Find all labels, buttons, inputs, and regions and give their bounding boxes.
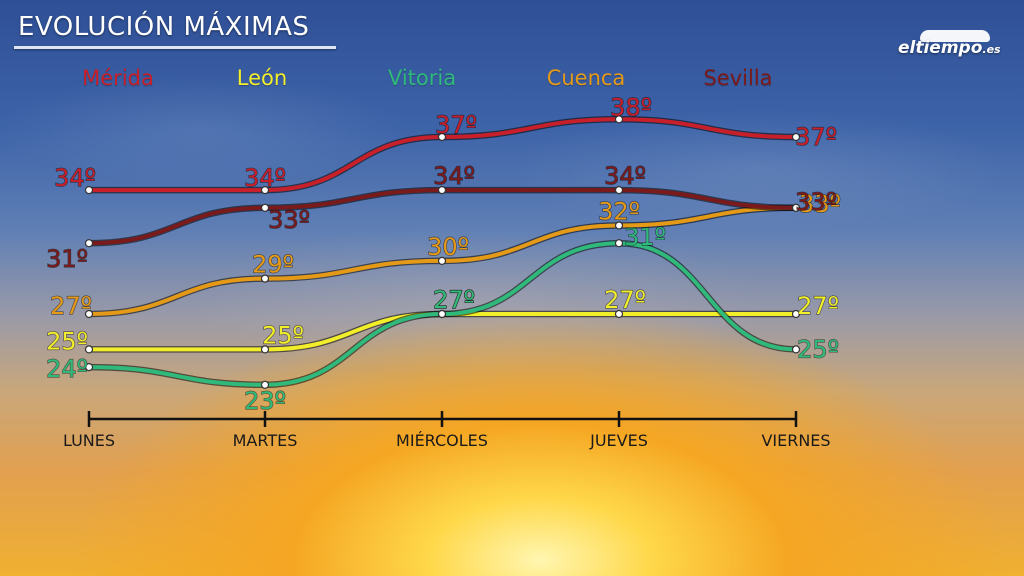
data-label: 33º bbox=[795, 188, 837, 216]
legend-item-cuenca: Cuenca bbox=[546, 66, 626, 90]
data-label: 27º bbox=[797, 292, 839, 320]
data-label: 34º bbox=[433, 162, 475, 190]
x-axis: LUNES MARTES MIÉRCOLES JUEVES VIERNES bbox=[63, 411, 831, 450]
series-line bbox=[87, 311, 798, 352]
data-label: 33º bbox=[799, 190, 841, 218]
legend-item-sevilla: Sevilla bbox=[703, 66, 773, 90]
data-point bbox=[437, 309, 447, 319]
x-tick-label: MIÉRCOLES bbox=[396, 431, 488, 450]
data-point bbox=[614, 221, 624, 230]
data-point bbox=[260, 186, 270, 195]
data-point bbox=[614, 115, 624, 124]
data-label: 37º bbox=[795, 123, 837, 151]
logo-suffix: .es bbox=[982, 43, 1001, 56]
data-point bbox=[791, 345, 801, 354]
data-point bbox=[260, 345, 270, 354]
legend-item-merida: Mérida bbox=[82, 66, 154, 90]
page-title: EVOLUCIÓN MÁXIMAS bbox=[18, 12, 310, 42]
data-label: 29º bbox=[252, 251, 294, 279]
data-point bbox=[84, 345, 94, 354]
data-label: 30º bbox=[427, 233, 469, 261]
data-label: 27º bbox=[433, 286, 475, 314]
x-tick-label: MARTES bbox=[233, 431, 298, 450]
data-point bbox=[260, 274, 270, 283]
data-label: 33º bbox=[268, 206, 310, 234]
data-point bbox=[791, 309, 801, 319]
data-label: 25º bbox=[797, 335, 839, 363]
series-cuenca: 27º 29º 30º 32º 33º bbox=[49, 189, 841, 320]
data-point bbox=[260, 380, 270, 389]
series-sevilla: 31º 33º 34º 34º 33º bbox=[45, 162, 837, 274]
legend-item-leon: León bbox=[236, 66, 288, 90]
eltiempo-logo: eltiempo.es bbox=[896, 30, 1012, 64]
data-point bbox=[84, 186, 94, 195]
data-point bbox=[614, 186, 624, 195]
logo-cloud-icon bbox=[920, 30, 990, 42]
data-point bbox=[791, 132, 801, 142]
data-point bbox=[614, 239, 624, 248]
data-label: 34º bbox=[244, 164, 286, 192]
data-point bbox=[437, 256, 447, 265]
series-merida: 34º 34º 37º 38º 37º bbox=[53, 93, 838, 195]
data-label: 34º bbox=[604, 162, 646, 190]
x-tick-label: JUEVES bbox=[589, 431, 648, 450]
legend-item-vitoria: Vitoria bbox=[387, 66, 457, 90]
data-label: 24º bbox=[46, 355, 88, 383]
data-point bbox=[84, 309, 94, 319]
data-point bbox=[260, 203, 270, 212]
data-label: 34º bbox=[54, 164, 96, 192]
series-line bbox=[87, 241, 798, 387]
series-line-outline bbox=[85, 310, 800, 353]
data-label: 25º bbox=[262, 321, 304, 349]
data-point bbox=[84, 239, 94, 248]
data-point bbox=[437, 186, 447, 195]
x-tick-label: LUNES bbox=[63, 431, 115, 450]
data-point bbox=[791, 203, 801, 212]
data-label: 25º bbox=[46, 327, 88, 355]
title-underline bbox=[14, 46, 336, 49]
data-label: 27º bbox=[604, 286, 646, 314]
logo-text: eltiempo.es bbox=[898, 38, 1001, 58]
data-label: 32º bbox=[598, 198, 640, 226]
data-label: 37º bbox=[435, 111, 477, 139]
data-label: 31º bbox=[46, 245, 88, 273]
logo-name: eltiempo bbox=[898, 38, 983, 58]
data-label: 23º bbox=[244, 387, 286, 415]
data-label: 27º bbox=[50, 292, 92, 320]
data-label: 38º bbox=[610, 93, 652, 121]
data-point bbox=[614, 309, 624, 319]
x-tick-label: VIERNES bbox=[761, 431, 830, 450]
data-point bbox=[84, 363, 94, 372]
data-point bbox=[437, 132, 447, 142]
